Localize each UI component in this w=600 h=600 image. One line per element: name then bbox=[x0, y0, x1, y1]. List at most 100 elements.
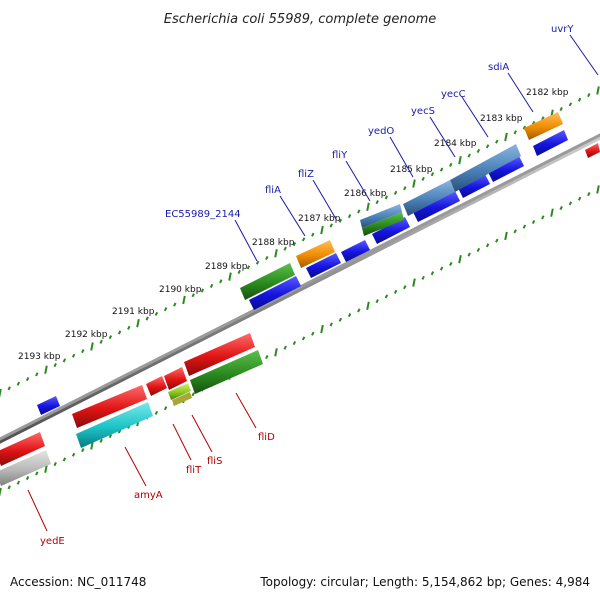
gene-label-yecS[interactable]: yecS bbox=[411, 106, 435, 117]
leader-fliS bbox=[191, 414, 213, 453]
genome-backbone-line bbox=[0, 133, 600, 441]
upper-tick bbox=[504, 132, 508, 142]
lower-tick bbox=[154, 410, 159, 415]
gene-yedE-red[interactable] bbox=[0, 432, 45, 466]
gene-fliD[interactable] bbox=[190, 350, 263, 394]
lower-tick bbox=[504, 231, 508, 241]
upper-tick bbox=[81, 349, 85, 354]
upper-tick bbox=[577, 97, 582, 102]
upper-tick bbox=[62, 358, 67, 363]
gene-label-fliT[interactable]: fliT bbox=[186, 465, 202, 476]
lower-tick bbox=[587, 192, 591, 197]
upper-tick bbox=[393, 190, 398, 195]
gene-fliZ-forward[interactable] bbox=[341, 240, 370, 262]
gene-small-forward[interactable] bbox=[37, 396, 60, 415]
tick-row-upper bbox=[0, 86, 600, 398]
feature-genes bbox=[240, 112, 563, 300]
gene-label-yedE[interactable]: yedE bbox=[40, 536, 65, 547]
gene-fliY-forward[interactable] bbox=[372, 217, 410, 244]
gene-fliT-red[interactable] bbox=[146, 376, 167, 396]
upper-tick bbox=[173, 302, 177, 307]
upper-tick bbox=[108, 335, 113, 340]
lower-tick bbox=[25, 475, 30, 481]
gene-label-fliA[interactable]: fliA bbox=[265, 185, 281, 196]
gene-EC55989-2144[interactable] bbox=[240, 263, 295, 300]
upper-tick bbox=[90, 342, 94, 351]
lower-tick bbox=[541, 215, 545, 220]
gene-label-yedO[interactable]: yedO bbox=[368, 126, 394, 137]
upper-tick bbox=[449, 162, 453, 167]
lower-tick bbox=[347, 313, 352, 318]
upper-tick bbox=[209, 283, 214, 288]
accession-text: Accession: NC_011748 bbox=[10, 575, 147, 589]
gene-uvrY-region[interactable] bbox=[533, 130, 568, 156]
gene-label-fliS[interactable]: fliS bbox=[207, 456, 222, 467]
gene-label-amyA[interactable]: amyA bbox=[134, 490, 163, 501]
gene-fliS-red[interactable] bbox=[164, 367, 187, 390]
gene-fliA-forward[interactable] bbox=[306, 253, 341, 278]
lower-tick bbox=[35, 471, 39, 476]
gene-fliZ[interactable] bbox=[296, 240, 335, 268]
lower-tick bbox=[476, 247, 481, 252]
gene-label-fliY[interactable]: fliY bbox=[332, 150, 348, 161]
upper-tick bbox=[274, 249, 278, 258]
lower-tick bbox=[439, 266, 444, 271]
gene-sdiA[interactable] bbox=[524, 112, 563, 140]
gene-yedE[interactable] bbox=[0, 450, 51, 486]
upper-tick bbox=[485, 144, 490, 149]
upper-tick bbox=[127, 325, 131, 330]
leader-fliD bbox=[235, 392, 257, 429]
upper-tick bbox=[182, 295, 186, 305]
lower-tick bbox=[357, 308, 361, 313]
upper-tick bbox=[587, 93, 591, 98]
lower-tick bbox=[403, 285, 407, 290]
gene-label-sdiA[interactable]: sdiA bbox=[488, 62, 509, 73]
leader-fliY bbox=[345, 160, 371, 202]
upper-tick bbox=[7, 386, 11, 391]
gene-yecS-forward[interactable] bbox=[458, 174, 490, 198]
gene-fliT[interactable] bbox=[172, 392, 192, 406]
gene-edge-red-1[interactable] bbox=[585, 143, 600, 158]
lower-tick bbox=[320, 324, 324, 334]
leader-uvrY bbox=[569, 34, 599, 76]
gene-amyA[interactable] bbox=[76, 402, 153, 448]
leader-fliZ bbox=[312, 179, 337, 220]
lower-tick bbox=[467, 252, 471, 257]
gene-label-yecC[interactable]: yecC bbox=[441, 89, 466, 100]
gene-yecC[interactable] bbox=[450, 144, 521, 192]
upper-tick bbox=[375, 200, 379, 205]
lower-tick bbox=[458, 255, 462, 264]
upper-tick bbox=[265, 255, 269, 261]
upper-tick bbox=[421, 176, 425, 181]
gene-fliS[interactable] bbox=[168, 383, 191, 400]
upper-tick bbox=[71, 353, 76, 358]
upper-tick bbox=[237, 269, 241, 275]
upper-tick bbox=[384, 195, 389, 200]
gene-yecC-forward[interactable] bbox=[488, 156, 524, 182]
gene-EC55989-2144-forward[interactable] bbox=[249, 276, 301, 310]
upper-tick bbox=[255, 260, 260, 265]
leader-fliT bbox=[172, 423, 192, 461]
gene-label-uvrY[interactable]: uvrY bbox=[551, 24, 574, 35]
gene-label-EC55989-2144[interactable]: EC55989_2144 bbox=[165, 209, 241, 220]
gene-yedO-forward[interactable] bbox=[413, 191, 460, 222]
map-title: Escherichia coli 55989, complete genome bbox=[164, 12, 436, 27]
lower-tick bbox=[191, 392, 195, 397]
gene-fliD-red[interactable] bbox=[184, 333, 255, 376]
upper-tick bbox=[458, 156, 462, 165]
gene-amyA-red[interactable] bbox=[72, 385, 147, 428]
lower-tick bbox=[53, 462, 57, 467]
upper-tick bbox=[25, 376, 30, 382]
lower-tick bbox=[274, 348, 278, 357]
lower-tick bbox=[430, 271, 435, 276]
gene-fliY[interactable] bbox=[360, 204, 402, 228]
gene-label-fliD[interactable]: fliD bbox=[258, 432, 275, 443]
upper-tick bbox=[136, 318, 140, 328]
lower-tick bbox=[7, 485, 11, 490]
gene-fliY-green[interactable] bbox=[362, 212, 404, 236]
lower-tick bbox=[449, 261, 453, 266]
gene-label-fliZ[interactable]: fliZ bbox=[298, 169, 314, 180]
gene-yecS[interactable] bbox=[403, 180, 455, 216]
lower-tick bbox=[311, 331, 315, 336]
